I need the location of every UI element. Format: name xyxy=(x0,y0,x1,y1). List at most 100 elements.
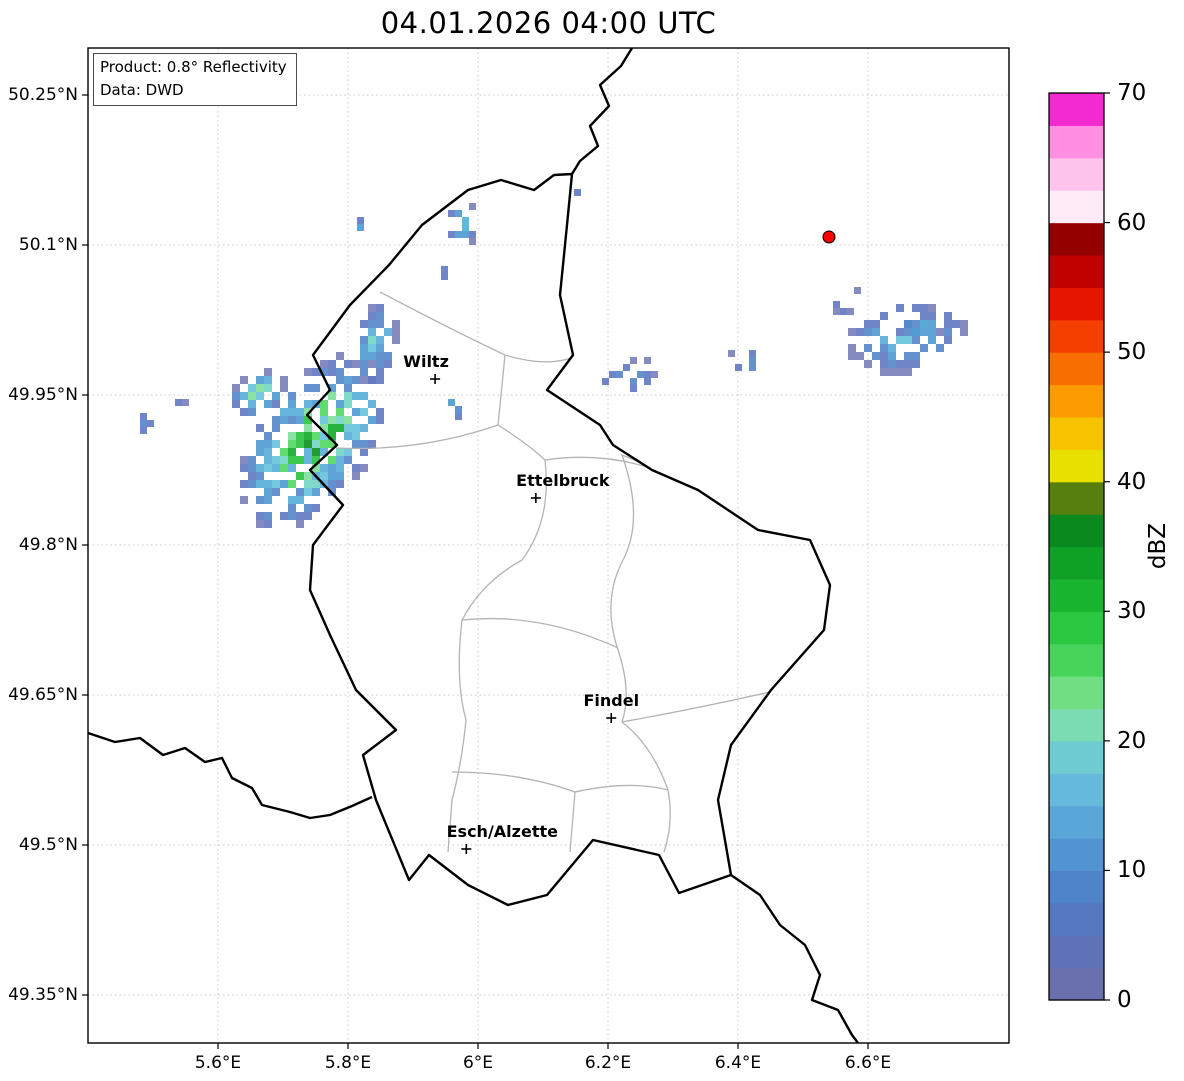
radar-echo-cell xyxy=(320,416,328,424)
radar-echo-cell xyxy=(749,357,756,364)
radar-echo-cell xyxy=(352,472,360,480)
radar-echo-cell xyxy=(296,512,304,520)
colorbar-segment xyxy=(1049,773,1104,807)
radar-echo-cell xyxy=(352,360,360,368)
radar-echo-cell xyxy=(264,488,272,496)
radar-echo-cell xyxy=(304,384,312,392)
radar-echo-cell xyxy=(280,448,288,456)
annotation-product-line: Product: 0.8° Reflectivity xyxy=(100,58,287,76)
radar-echo-cell xyxy=(848,344,856,352)
radar-echo-cell xyxy=(749,350,756,357)
radar-echo-cell xyxy=(936,344,944,352)
radar-echo-cell xyxy=(840,308,847,315)
radar-echo-cell xyxy=(328,424,336,432)
radar-echo-cell xyxy=(296,488,304,496)
colorbar-segment xyxy=(1049,352,1104,386)
radar-site-marker xyxy=(822,230,836,244)
radar-echo-cell xyxy=(441,273,448,280)
radar-echo-cell xyxy=(833,301,840,308)
radar-echo-cell xyxy=(328,368,336,376)
radar-echo-cell xyxy=(360,408,368,416)
radar-echo-cell xyxy=(320,408,328,416)
colorbar-segment xyxy=(1049,514,1104,548)
radar-echo-cell xyxy=(376,376,384,384)
colorbar-segment xyxy=(1049,643,1104,677)
radar-echo-cell xyxy=(320,432,328,440)
radar-echo-cell xyxy=(904,368,912,376)
radar-echo-cell xyxy=(904,320,912,328)
radar-echo-cell xyxy=(833,308,840,315)
radar-echo-cell xyxy=(272,480,280,488)
radar-echo-cell xyxy=(609,371,616,378)
radar-echo-cell xyxy=(376,304,384,312)
radar-echo-cell xyxy=(455,413,462,420)
radar-echo-cell xyxy=(147,420,154,427)
radar-echo-cell xyxy=(288,416,296,424)
colorbar-segment xyxy=(1049,254,1104,288)
district-border-line xyxy=(335,424,651,469)
colorbar-segment xyxy=(1049,611,1104,645)
radar-echoes xyxy=(140,189,968,528)
radar-echo-cell xyxy=(352,440,360,448)
radar-echo-cell xyxy=(304,504,312,512)
radar-echo-cell xyxy=(368,328,376,336)
radar-echo-cell xyxy=(888,344,896,352)
radar-echo-cell xyxy=(328,480,336,488)
radar-echo-cell xyxy=(248,392,256,400)
radar-echo-cell xyxy=(880,368,888,376)
radar-echo-cell xyxy=(344,456,352,464)
radar-echo-cell xyxy=(320,472,328,480)
radar-echo-cell xyxy=(296,408,304,416)
radar-echo-cell xyxy=(328,392,336,400)
radar-echo-cell xyxy=(368,400,376,408)
district-border-line xyxy=(569,791,576,853)
radar-echo-cell xyxy=(336,376,344,384)
radar-echo-cell xyxy=(312,456,320,464)
radar-echo-cell xyxy=(344,448,352,456)
radar-echo-cell xyxy=(344,424,352,432)
radar-echo-cell xyxy=(288,464,296,472)
radar-echo-cell xyxy=(280,464,288,472)
radar-echo-cell xyxy=(360,344,368,352)
radar-echo-cell xyxy=(928,336,936,344)
radar-echo-cell xyxy=(644,371,651,378)
radar-echo-cell xyxy=(616,371,623,378)
radar-echo-cell xyxy=(384,352,392,360)
y-tick-label: 50.25°N xyxy=(8,85,78,105)
radar-echo-cell xyxy=(448,399,455,406)
radar-echo-cell xyxy=(912,352,920,360)
y-tick-label: 50.1°N xyxy=(18,235,78,255)
radar-echo-cell xyxy=(264,456,272,464)
colorbar-tick-label: 60 xyxy=(1117,209,1147,236)
radar-echo-cell xyxy=(232,384,240,392)
radar-echo-cell xyxy=(248,480,256,488)
radar-echo-cell xyxy=(376,352,384,360)
colorbar-segment xyxy=(1049,740,1104,774)
colorbar-segment xyxy=(1049,190,1104,224)
radar-echo-cell xyxy=(248,408,256,416)
radar-echo-cell xyxy=(336,456,344,464)
radar-echo-cell xyxy=(280,416,288,424)
radar-echo-cell xyxy=(944,336,952,344)
radar-echo-cell xyxy=(455,210,462,217)
radar-echo-cell xyxy=(256,520,264,528)
radar-echo-cell xyxy=(469,231,476,238)
radar-echo-cell xyxy=(357,217,364,224)
radar-echo-cell xyxy=(376,344,384,352)
radar-echo-cell xyxy=(880,336,888,344)
y-tick-label: 49.5°N xyxy=(18,835,78,855)
radar-echo-cell xyxy=(848,328,856,336)
radar-echo-cell xyxy=(376,416,384,424)
country-border-line xyxy=(305,172,832,907)
radar-echo-cell xyxy=(256,496,264,504)
country-border-line xyxy=(88,731,373,820)
district-border-line xyxy=(451,771,669,793)
radar-echo-cell xyxy=(175,399,182,406)
radar-echo-cell xyxy=(651,371,658,378)
radar-echo-cell xyxy=(847,308,854,315)
radar-echo-cell xyxy=(264,368,272,376)
radar-echo-cell xyxy=(960,328,968,336)
radar-echo-cell xyxy=(288,512,296,520)
radar-echo-cell xyxy=(320,424,328,432)
radar-echo-cell xyxy=(360,392,368,400)
